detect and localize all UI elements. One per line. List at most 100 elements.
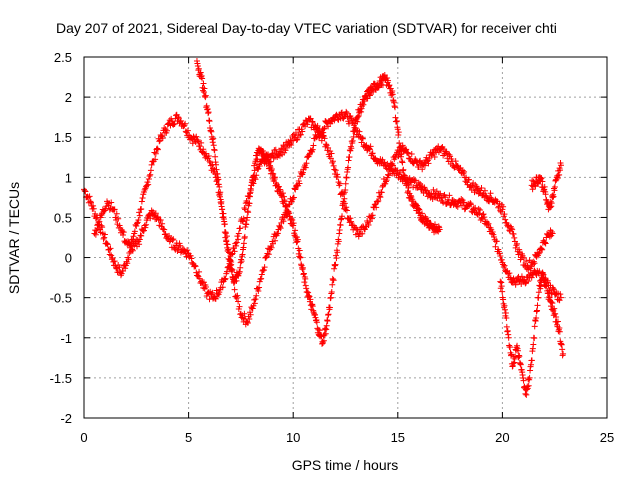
data-point <box>371 201 378 208</box>
data-point <box>246 192 253 199</box>
data-point <box>148 207 155 214</box>
data-point <box>137 232 144 239</box>
data-point <box>241 233 248 240</box>
data-point <box>325 144 332 151</box>
data-point <box>101 231 108 238</box>
data-point <box>297 254 304 261</box>
data-point <box>343 110 350 117</box>
data-point <box>250 172 257 179</box>
data-point <box>334 171 341 178</box>
data-point <box>299 264 306 271</box>
data-point <box>177 117 184 124</box>
x-tick-label: 5 <box>185 430 192 445</box>
y-tick-label: -2 <box>60 411 72 426</box>
data-point <box>240 215 247 222</box>
data-point <box>439 198 446 205</box>
data-point <box>288 198 295 205</box>
data-point <box>244 319 251 326</box>
data-point <box>103 240 110 247</box>
data-point <box>196 268 203 275</box>
data-point <box>170 236 177 243</box>
data-point <box>219 284 226 291</box>
x-tick-label: 10 <box>286 430 300 445</box>
data-point <box>116 264 123 271</box>
data-point <box>143 182 150 189</box>
data-point <box>535 294 542 301</box>
data-point <box>557 167 564 174</box>
data-point <box>300 270 307 277</box>
data-point <box>512 244 519 251</box>
data-point <box>277 225 284 232</box>
chart-title: Day 207 of 2021, Sidereal Day-to-day VTE… <box>56 20 557 36</box>
data-point <box>421 184 428 191</box>
data-point <box>272 237 279 244</box>
data-point <box>323 142 330 149</box>
data-point <box>368 215 375 222</box>
data-point <box>385 77 392 84</box>
data-point <box>359 135 366 142</box>
data-point <box>161 226 168 233</box>
data-point <box>241 310 248 317</box>
data-point <box>293 136 300 143</box>
data-point <box>234 233 241 240</box>
data-point <box>502 309 509 316</box>
data-point <box>509 226 516 233</box>
data-point <box>492 243 499 250</box>
data-point <box>188 255 195 262</box>
data-point <box>157 131 164 138</box>
data-point <box>246 200 253 207</box>
data-point <box>208 128 215 135</box>
data-point <box>551 305 558 312</box>
data-point <box>223 268 230 275</box>
data-point <box>512 281 519 288</box>
data-point <box>221 276 228 283</box>
plot-frame <box>83 56 608 419</box>
data-point <box>502 216 509 223</box>
data-point <box>554 175 561 182</box>
data-point <box>525 264 532 271</box>
data-point <box>307 296 314 303</box>
data-point <box>264 152 271 159</box>
data-point <box>256 162 263 169</box>
data-point <box>205 109 212 116</box>
data-point <box>268 244 275 251</box>
data-point <box>113 210 120 217</box>
data-point <box>180 123 187 130</box>
data-point <box>447 153 454 160</box>
data-point <box>110 258 117 265</box>
data-point <box>411 178 418 185</box>
data-point <box>288 215 295 222</box>
data-point <box>205 153 212 160</box>
data-point <box>437 190 444 197</box>
data-point <box>87 198 94 205</box>
data-point <box>545 290 552 297</box>
data-point <box>292 227 299 234</box>
data-point <box>195 65 202 72</box>
data-point <box>111 206 118 213</box>
data-point <box>239 251 246 258</box>
data-point <box>400 166 407 173</box>
data-point <box>392 167 399 174</box>
data-point <box>334 249 341 256</box>
data-point <box>486 198 493 205</box>
ticks-layer: 0 5 10 15 20 25 -2 -1.5 -1 -0.5 0 0.5 1 1.5 2 2.5 <box>50 50 615 445</box>
data-point <box>368 150 375 157</box>
data-point <box>256 284 263 291</box>
data-point <box>514 347 521 354</box>
data-point <box>189 259 196 266</box>
data-point <box>516 353 523 360</box>
data-point <box>193 269 200 276</box>
data-point <box>249 305 256 312</box>
data-point <box>467 200 474 207</box>
data-point <box>481 214 488 221</box>
data-point <box>516 277 523 284</box>
data-point <box>343 174 350 181</box>
y-axis-title: SDTVAR / TECUs <box>6 182 22 294</box>
data-point <box>399 159 406 166</box>
data-point <box>453 202 460 209</box>
marks-layer <box>81 58 567 398</box>
data-point <box>233 242 240 249</box>
data-point <box>549 300 556 307</box>
data-point <box>556 328 563 335</box>
data-point <box>440 192 447 199</box>
